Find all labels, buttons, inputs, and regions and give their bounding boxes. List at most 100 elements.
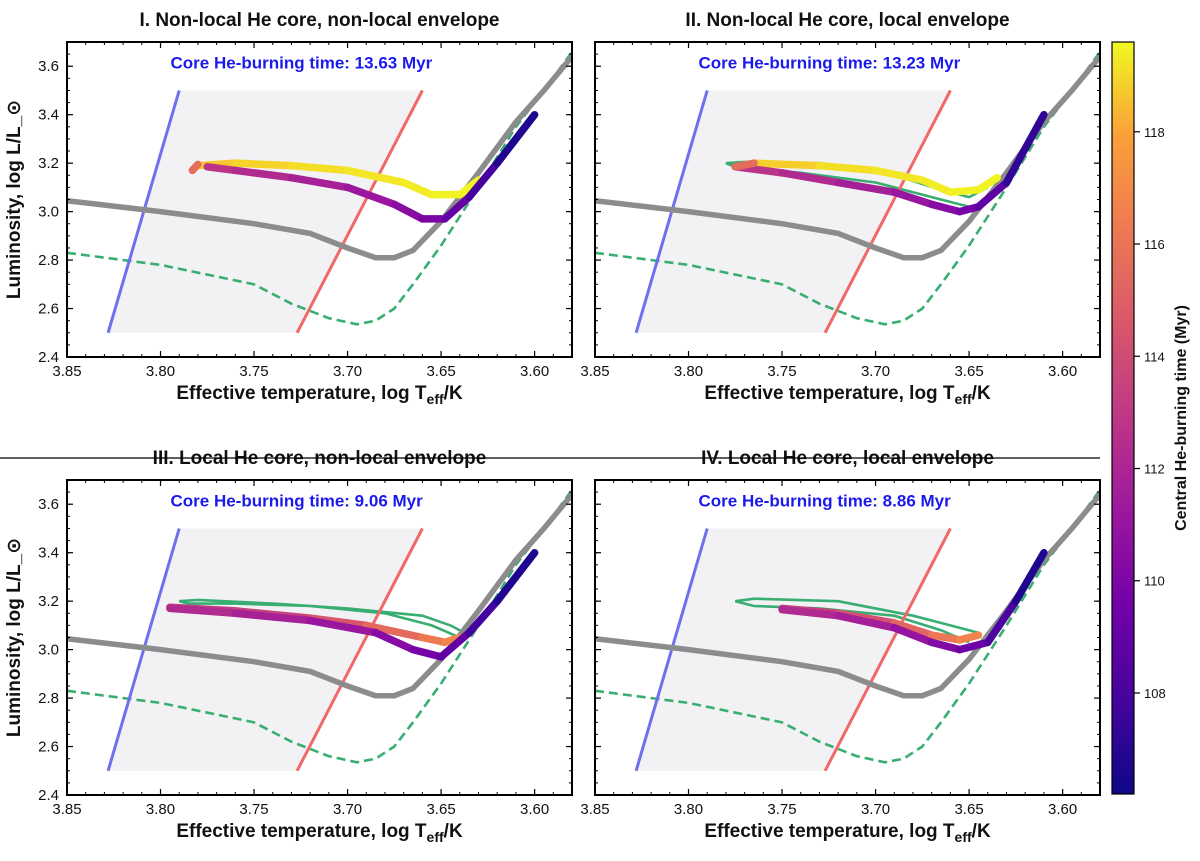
burning-track-segment — [231, 166, 296, 182]
y-axis-label: Luminosity, log L/L_⊙ — [4, 538, 25, 737]
burning-track-segment — [890, 619, 936, 639]
colorbar-label: Central He-burning time (Myr) — [1173, 305, 1190, 531]
x-axis-label-rest: /K — [444, 821, 463, 842]
x-tick-label: 3.70 — [861, 801, 890, 818]
green-dashed-track — [67, 487, 572, 764]
plot-area — [595, 49, 1100, 334]
burning-track-segment — [409, 645, 445, 661]
y-axis-label: Luminosity, log L/L_⊙ — [4, 100, 25, 299]
red-edge-line — [823, 89, 952, 334]
plot-area — [67, 487, 572, 772]
x-tick-label: 3.70 — [333, 801, 362, 818]
x-tick-label: 3.70 — [861, 363, 890, 380]
burning-track-segment — [890, 624, 936, 647]
burning-track-segment — [834, 178, 899, 196]
x-axis-label: Effective temperature, log Teff/K — [176, 383, 463, 407]
burning-track-segment — [918, 176, 955, 196]
burning-track-segment — [231, 609, 314, 625]
panel-3: III. Local He core, non-local envelopeCo… — [4, 448, 573, 845]
burning-track-segment — [1012, 548, 1048, 605]
burning-track-segment — [493, 548, 539, 605]
x-tick-label: 3.60 — [520, 363, 549, 380]
burning-track-segment — [418, 633, 449, 647]
burning-track-segment — [231, 159, 296, 170]
panel-title: II. Non-local He core, local envelope — [685, 10, 1009, 31]
burning-track-segment — [441, 193, 473, 223]
burning-track-segment — [955, 638, 992, 654]
green-dashed-track — [595, 49, 1100, 326]
colorbar-tick-label: 116 — [1144, 237, 1165, 252]
colorbar-gradient — [1111, 41, 1135, 795]
x-tick-label: 3.85 — [580, 363, 609, 380]
y-tick-label: 3.6 — [38, 496, 59, 513]
x-tick-label: 3.75 — [239, 363, 268, 380]
gray-track — [67, 53, 572, 261]
burning-track-turn — [731, 159, 758, 171]
burning-time-annotation: Core He-burning time: 13.23 Myr — [699, 54, 961, 73]
x-axis-label-text: Effective temperature, log T — [704, 383, 955, 404]
x-axis-label: Effective temperature, log Teff/K — [704, 383, 991, 407]
y-tick-label: 2.8 — [38, 252, 59, 269]
red-edge-line — [295, 89, 424, 334]
x-axis-label-rest: /K — [972, 383, 991, 404]
x-tick-label: 3.65 — [954, 801, 983, 818]
burning-track-segment — [343, 183, 399, 209]
x-tick-label: 3.60 — [520, 801, 549, 818]
burning-track-segment — [890, 188, 936, 209]
x-axis-label: Effective temperature, log Teff/K — [176, 821, 463, 845]
burning-track-segment — [456, 176, 483, 199]
x-axis-label-text: Effective temperature, log T — [704, 821, 955, 842]
burning-track-segment — [203, 163, 240, 175]
green-dashed-track — [67, 49, 572, 326]
colorbar-tick-label: 112 — [1144, 462, 1165, 477]
y-tick-label: 2.4 — [38, 349, 59, 366]
burning-track-segment — [371, 628, 417, 654]
y-tick-label: 2.4 — [38, 787, 59, 804]
colorbar-tick-label: 114 — [1144, 349, 1165, 364]
burning-track-segment — [493, 110, 539, 167]
colorbar-tick-label: 110 — [1144, 574, 1165, 589]
burning-time-annotation: Core He-burning time: 9.06 Myr — [171, 492, 424, 511]
x-tick-label: 3.80 — [674, 801, 703, 818]
x-tick-label: 3.65 — [426, 801, 455, 818]
x-tick-label: 3.65 — [426, 363, 455, 380]
x-axis-label-text: Effective temperature, log T — [176, 821, 427, 842]
burning-track-segment — [927, 200, 964, 216]
x-tick-label: 3.70 — [333, 363, 362, 380]
y-tick-label: 3.4 — [38, 107, 59, 124]
colorbar: 108 110 112 114 116 118 Central He-burning ti… — [1111, 41, 1190, 795]
burning-track-segment — [465, 597, 501, 637]
burning-track-segment — [287, 161, 352, 175]
x-axis-label-sub: eff — [955, 829, 972, 845]
burning-track-segment — [362, 621, 427, 642]
gray-track — [67, 491, 572, 699]
burning-track-segment — [399, 178, 436, 199]
burning-track-segment — [974, 173, 1001, 194]
burning-track-segment — [287, 173, 352, 192]
x-tick-label: 3.80 — [146, 363, 175, 380]
burning-track-segment — [166, 604, 240, 618]
instability-strip — [636, 90, 951, 333]
x-tick-label: 3.65 — [954, 363, 983, 380]
y-tick-label: 2.8 — [38, 690, 59, 707]
y-tick-label: 3.2 — [38, 155, 59, 172]
x-tick-label: 3.85 — [580, 801, 609, 818]
y-tick-label: 3.0 — [38, 642, 59, 659]
burning-track-segment — [465, 159, 501, 201]
burning-track-segment — [927, 638, 964, 654]
x-tick-label: 3.85 — [52, 801, 81, 818]
burning-track-segment — [343, 166, 408, 187]
x-axis-label-sub: eff — [427, 829, 444, 845]
x-axis-label-rest: /K — [972, 821, 991, 842]
x-axis-label-sub: eff — [955, 391, 972, 407]
burning-track-segment — [778, 169, 842, 187]
instability-strip — [108, 90, 423, 333]
colorbar-tick-label: 108 — [1144, 686, 1166, 701]
green-solid-loop — [734, 597, 979, 644]
y-tick-label: 3.2 — [38, 593, 59, 610]
burning-time-annotation: Core He-burning time: 13.63 Myr — [171, 54, 433, 73]
burning-track-segment — [984, 597, 1020, 647]
burning-track-segment — [974, 178, 1011, 211]
